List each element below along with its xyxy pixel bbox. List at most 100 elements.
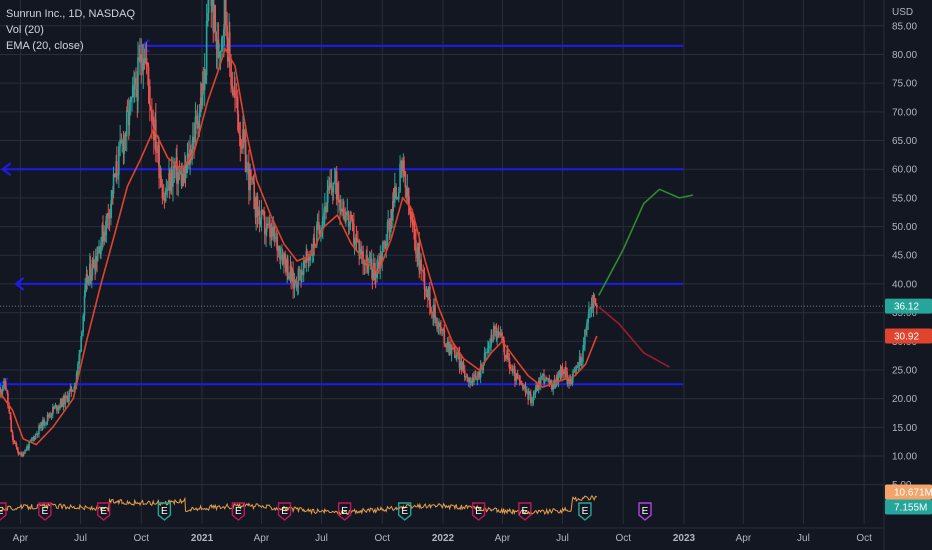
earnings-badge-icon [397, 502, 412, 521]
candle-body [4, 380, 7, 386]
candle-body [256, 196, 259, 216]
candle-body [364, 263, 366, 265]
candle-body [369, 259, 372, 262]
candle-body [170, 169, 173, 187]
candle-body [131, 97, 133, 99]
candle-body [425, 289, 428, 291]
candle-body [417, 243, 419, 258]
candle-body [53, 406, 56, 409]
candle-body [117, 174, 119, 176]
candle-body [573, 369, 576, 371]
candle-body [279, 257, 282, 260]
candle-body [300, 271, 303, 282]
time-tick-label: Apr [495, 533, 511, 544]
candle-body [36, 433, 39, 435]
candle-body [316, 224, 318, 246]
candle-body [304, 260, 306, 263]
candle-body [559, 370, 562, 378]
ema-value-tag-bg [885, 328, 932, 344]
candle-body [494, 326, 496, 330]
candle-body [503, 345, 506, 355]
earnings-badge-icon [38, 502, 52, 521]
candle-body [442, 328, 445, 331]
candle-body [553, 380, 556, 389]
candle-body [1, 391, 3, 394]
level-arrow-icon [0, 162, 12, 177]
candle-body [346, 211, 349, 216]
candle-body [522, 386, 525, 389]
candle-body [203, 69, 206, 91]
candle-body [489, 345, 491, 348]
candle-body [462, 362, 465, 371]
candle-body [295, 282, 298, 288]
candle-body [334, 171, 337, 181]
candle-body [67, 397, 70, 402]
candle-body [234, 90, 236, 97]
candle-body [504, 354, 507, 359]
candle-body [554, 384, 557, 389]
candle-body [145, 57, 148, 66]
candle-body [350, 214, 353, 219]
candle-body [219, 51, 222, 53]
symbol-title[interactable]: Sunrun Inc., 1D, NASDAQ [6, 8, 135, 20]
candle-body [580, 361, 583, 363]
candle-body [566, 378, 569, 382]
price-tick-label: 10.00 [892, 451, 917, 462]
candle-body [133, 78, 136, 85]
volume-indicator-label[interactable]: Vol (20) [6, 24, 44, 36]
candle-body [114, 173, 116, 178]
candle-body [155, 119, 157, 152]
candle-body [52, 407, 55, 409]
bullish-projection-line [598, 188, 694, 296]
candle-body [64, 395, 67, 405]
candle-body [217, 39, 220, 58]
candle-body [452, 347, 454, 349]
candle-body [403, 160, 405, 172]
candle-body [221, 36, 224, 38]
candle-body [358, 241, 360, 256]
candle-body [323, 212, 325, 217]
candle-body [332, 182, 335, 193]
time-tick-label: Apr [254, 533, 270, 544]
candle-body [333, 180, 336, 183]
candle-body [322, 216, 324, 228]
candle-body [399, 163, 401, 193]
price-tick-label: 15.00 [892, 423, 917, 434]
candle-body [545, 377, 548, 379]
candle-body [578, 356, 581, 366]
candle-body [549, 380, 551, 385]
candle-body [564, 367, 567, 372]
volume-pane: EEEEEEEEEEEE [0, 495, 652, 521]
ema-indicator-label[interactable]: EMA (20, close) [6, 40, 84, 52]
candle-body [283, 253, 285, 265]
candle-body [393, 186, 396, 203]
candle-body [348, 222, 351, 227]
candle-body [466, 375, 469, 382]
candle-body [491, 334, 493, 341]
candle-body [408, 206, 411, 212]
candle-body [454, 348, 456, 358]
candle-body [224, 0, 227, 26]
candle-body [207, 12, 209, 21]
candle-body [337, 194, 340, 203]
earnings-label: E [42, 506, 49, 517]
price-tick-label: 80.00 [892, 50, 917, 61]
candle-body [52, 407, 54, 415]
candle-body [271, 228, 273, 237]
candle-body [20, 453, 22, 455]
candle-body [446, 341, 449, 348]
candle-body [273, 226, 276, 239]
candle-body [591, 303, 593, 309]
projection-lines[interactable] [0, 188, 884, 368]
price-tick-label: 25.00 [892, 365, 917, 376]
time-tick-label: Oct [615, 533, 631, 544]
candle-body [469, 380, 472, 384]
price-tick-label: 75.00 [892, 79, 917, 90]
candle-body [329, 182, 331, 188]
time-tick-label: Oct [374, 533, 390, 544]
candle-body [531, 400, 533, 403]
candle-body [287, 259, 289, 279]
candle-body [357, 240, 359, 242]
price-tick-label: 55.00 [892, 193, 917, 204]
